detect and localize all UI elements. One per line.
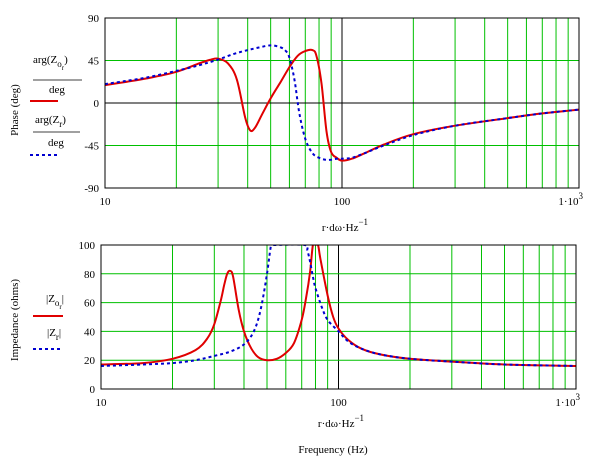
- impedance-grid: [101, 245, 576, 389]
- impedance-x-axis-label: r·dω·Hz−1: [318, 413, 364, 430]
- impedance-legend-a-label: |Zor|: [46, 293, 64, 311]
- phase-y-tick-label: 90: [88, 13, 100, 25]
- impedance-plot-frame: [100, 244, 577, 390]
- impedance-series: [101, 245, 576, 367]
- phase-plot: 90 45 0 -45 -90 10 100 1·103 Phase (deg) arg(Z…: [9, 13, 584, 234]
- phase-y-tick-label: -45: [84, 141, 99, 153]
- phase-grid: [105, 18, 579, 188]
- impedance-legend: |Zor| |Zr|: [33, 293, 64, 350]
- phase-y-tick-label: 0: [94, 98, 100, 110]
- impedance-x-tick-label: 10: [96, 397, 108, 409]
- phase-y-tick-labels: 90 45 0 -45 -90: [84, 13, 99, 195]
- phase-x-tick-label: 100: [334, 196, 351, 208]
- impedance-y-tick-label: 0: [90, 384, 96, 396]
- phase-legend-a-numerator: arg(Zor): [33, 54, 68, 72]
- impedance-plot: 100 80 60 40 20 0 10 100 1·103 Impedance (ohms)…: [9, 240, 581, 456]
- phase-x-tick-label: 1·103: [558, 191, 583, 208]
- phase-legend-a-denominator: deg: [49, 84, 65, 96]
- impedance-y-tick-label: 80: [84, 269, 96, 281]
- impedance-legend-b-label: |Zr|: [47, 327, 61, 342]
- phase-series-b-line: [105, 44, 579, 161]
- impedance-y-tick-labels: 100 80 60 40 20 0: [79, 240, 96, 396]
- phase-legend: arg(Zor) deg arg(Zr) deg: [30, 54, 82, 156]
- impedance-y-tick-label: 60: [84, 298, 96, 310]
- phase-legend-b-denominator: deg: [48, 137, 64, 149]
- impedance-y-tick-label: 20: [84, 355, 96, 367]
- frequency-title: Frequency (Hz): [298, 444, 368, 456]
- impedance-y-tick-label: 40: [84, 326, 96, 338]
- phase-y-tick-label: 45: [88, 56, 100, 68]
- impedance-series-a-line: [101, 245, 576, 367]
- phase-x-axis-label: r·dω·Hz−1: [322, 217, 368, 234]
- impedance-y-axis-label: Impedance (ohms): [9, 279, 21, 361]
- impedance-x-tick-label: 100: [330, 397, 347, 409]
- phase-y-axis-label: Phase (deg): [9, 84, 21, 136]
- phase-y-tick-label: -90: [84, 183, 99, 195]
- impedance-x-tick-labels: 10 100 1·103: [96, 392, 581, 409]
- phase-x-tick-labels: 10 100 1·103: [100, 191, 584, 208]
- phase-plot-frame: [104, 17, 580, 189]
- phase-legend-b-numerator: arg(Zr): [35, 114, 66, 129]
- phase-series: [105, 44, 579, 162]
- impedance-y-tick-label: 100: [79, 240, 96, 252]
- impedance-x-tick-label: 1·103: [555, 392, 580, 409]
- phase-x-tick-label: 10: [100, 196, 112, 208]
